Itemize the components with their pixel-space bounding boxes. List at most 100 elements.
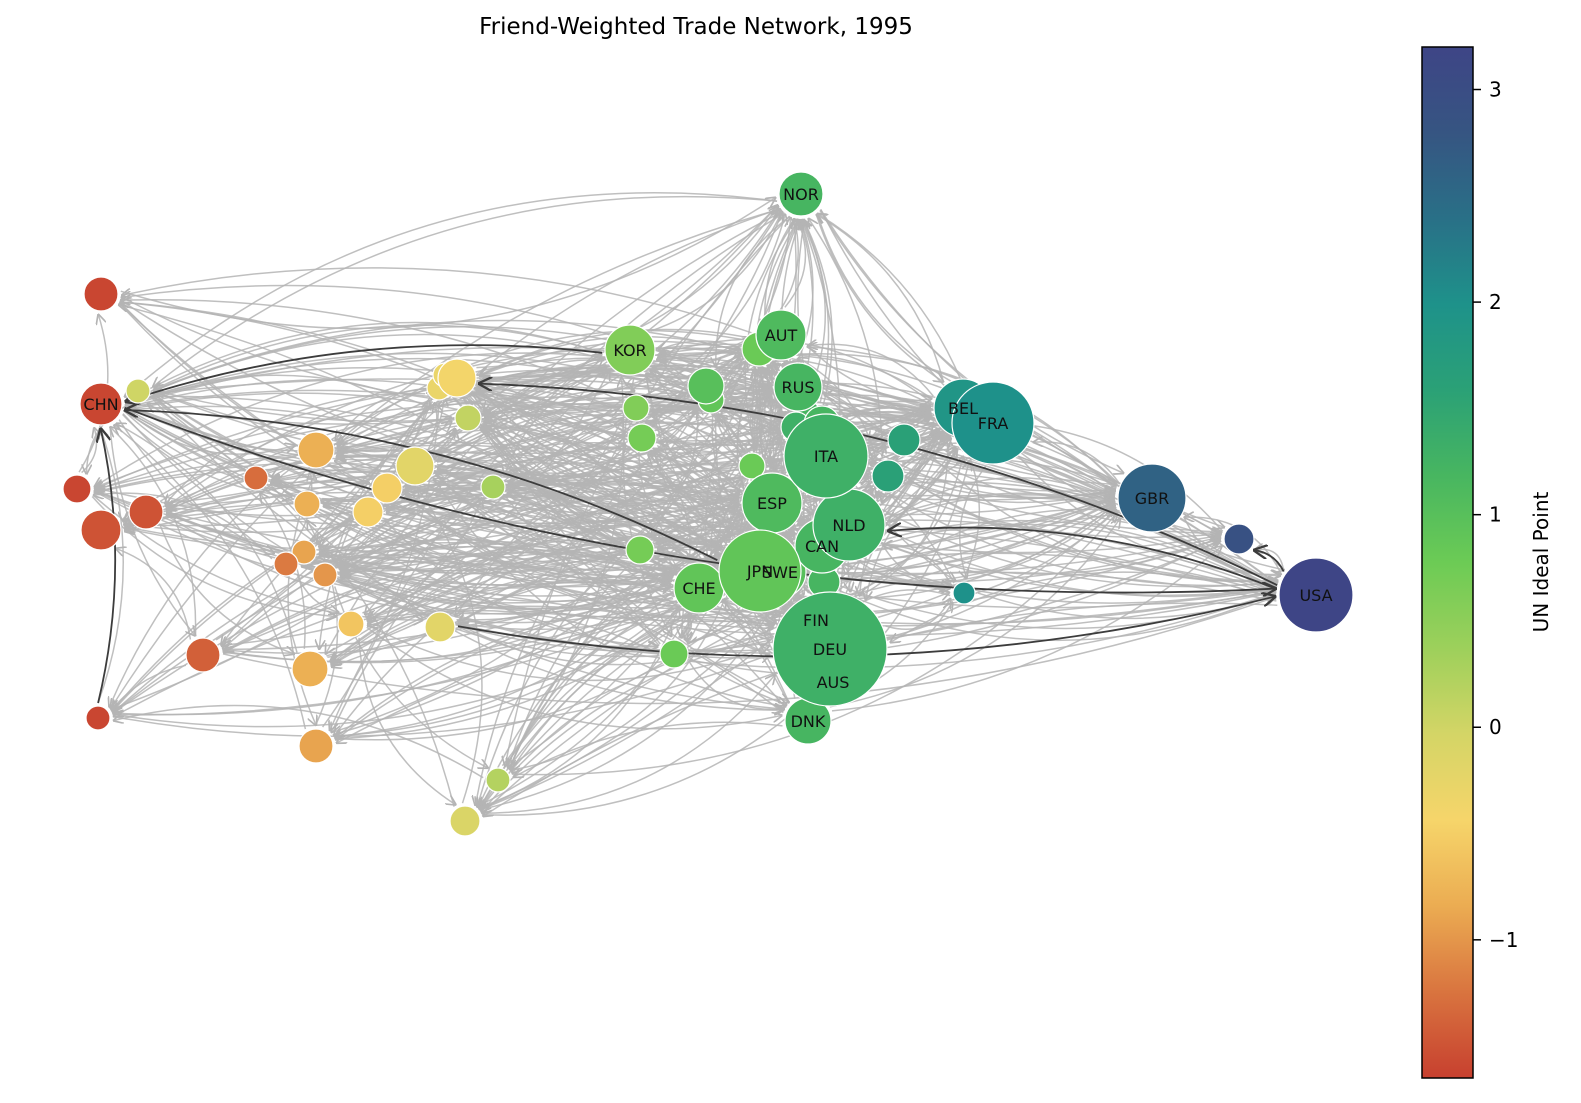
node-n29 [424,611,456,643]
trade-edge [112,664,187,710]
node-kor [604,324,656,376]
node-n36 [298,728,334,764]
node-label-esp: ESP [757,494,787,513]
trade-edge [473,391,825,676]
trade-edge [816,212,964,388]
colorbar-tick-label: 0 [1489,715,1502,739]
trade-edge [335,597,674,738]
node-label-bel: BEL [948,399,978,418]
trade-edge [224,494,1116,651]
trade-edge [126,367,621,409]
node-label-rus: RUS [782,378,815,397]
trade-edge [457,386,790,704]
colorbar-tick-label: 2 [1489,290,1502,314]
node-label-deu: DEU [813,640,847,659]
node-n44 [449,805,481,837]
trade-edge [116,549,192,640]
trade-edge [453,387,770,417]
trade-edge [110,367,606,711]
trade-edge [481,429,790,705]
node-label-gbr: GBR [1135,489,1170,508]
node-n31 [297,431,335,469]
trade-edge [327,410,697,659]
trade-edge [338,445,626,570]
node-n33 [291,539,317,565]
trade-edge [817,215,945,383]
trade-edge [317,207,781,543]
node-n28 [352,496,384,528]
trade-edge [300,417,792,565]
node-label-che: CHE [682,579,715,598]
trade-edge [332,438,781,736]
node-label-nor: NOR [783,185,819,204]
trade-edge [112,655,769,738]
trade-edge [476,386,794,533]
highlighted-edge [1254,550,1285,572]
trade-edge [651,393,685,407]
node-label-dnk: DNK [791,712,826,731]
node-label-can: CAN [805,537,839,556]
trade-edge [779,354,933,400]
node-n34 [312,562,338,588]
node-chn [79,382,123,426]
trade-edge [165,392,426,503]
node-label-jpn: JPN [746,562,773,581]
node-n42 [62,474,92,504]
trade-edge [726,402,1115,492]
chart-title: Friend-Weighted Trade Network, 1995 [479,14,913,40]
trade-edge [301,442,627,559]
node-nor [778,171,824,217]
trade-edge [165,514,671,615]
trade-edge [358,637,456,805]
node-n43 [85,705,111,731]
node-n38 [243,465,269,491]
node-n22 [485,767,511,793]
trade-edge [476,206,778,369]
trade-edge [831,546,1222,712]
trade-edge [339,493,480,568]
trade-edge [645,406,698,535]
trade-edge [960,465,987,578]
colorbar-tick-label: 3 [1489,78,1502,102]
node-label-aut: AUT [765,326,798,345]
trade-edge [215,387,434,641]
trade-edge [125,192,778,397]
trade-edge [483,417,780,452]
trade-edge [94,493,273,560]
trade-edge [151,395,671,578]
node-label-kor: KOR [613,341,646,360]
trade-edge [114,425,307,730]
trade-edge [93,489,1275,627]
node-n3 [887,423,921,457]
trade-edge [716,218,790,386]
trade-edge [153,195,778,387]
node-label-nld: NLD [832,516,865,535]
highlighted-edge [125,410,718,562]
trade-edge [418,489,483,804]
trade-edge [658,353,951,415]
node-hiddentl [83,276,119,312]
trade-edge [330,212,785,730]
trade-edge [159,525,294,654]
node-label-fra: FRA [978,414,1009,433]
trade-edge [300,501,1114,619]
node-jpn [718,529,802,613]
colorbar-tick-label: −1 [1489,928,1518,952]
node-n11 [687,367,725,405]
trade-edge [656,444,950,586]
node-n18 [625,535,655,565]
node-n17 [622,394,650,422]
node-rus [773,362,823,412]
highlighted-edge [889,528,1277,590]
trade-edge [480,335,740,376]
trade-edge [744,218,798,450]
node-fra [951,381,1035,465]
node-deu [772,591,888,707]
trade-edge [270,478,1275,625]
trade-edge [406,422,782,485]
node-n16 [627,423,657,453]
node-n21 [454,404,482,432]
trade-edge [819,210,1123,473]
